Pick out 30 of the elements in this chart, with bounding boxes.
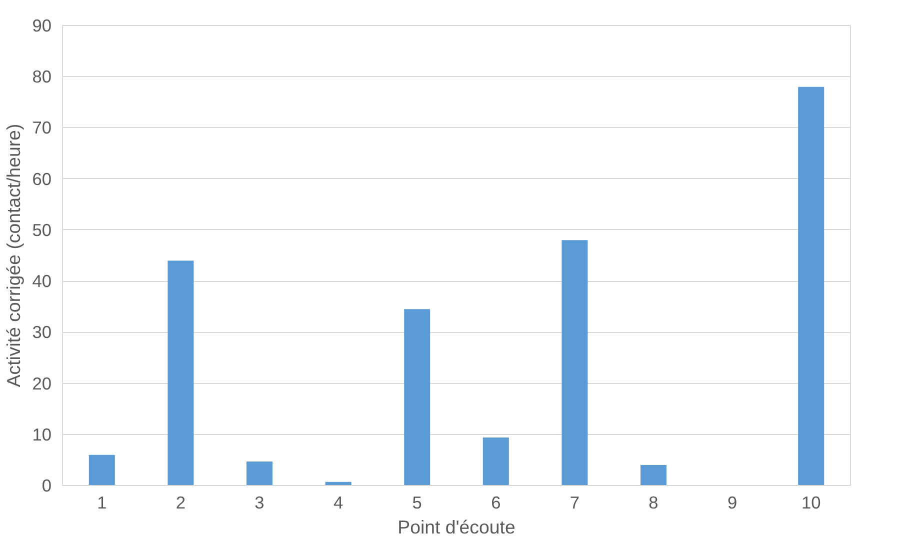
x-tick-label: 7	[570, 492, 580, 512]
bar	[482, 437, 509, 486]
y-tick-label: 10	[32, 424, 52, 444]
bar	[798, 86, 824, 486]
y-tick-label: 30	[32, 322, 52, 342]
bar	[404, 309, 430, 486]
bar	[88, 454, 115, 486]
x-tick-label: 8	[648, 492, 658, 512]
bar	[168, 260, 194, 486]
bar	[246, 461, 272, 486]
bar	[562, 240, 588, 486]
x-tick-label: 1	[97, 492, 107, 512]
x-tick-label: 5	[412, 492, 422, 512]
bar	[640, 465, 666, 486]
y-axis-title: Activité corrigée (contact/heure)	[3, 124, 24, 388]
x-axis-title: Point d'écoute	[398, 516, 516, 538]
x-tick-label: 10	[801, 492, 821, 512]
y-tick-label: 60	[32, 168, 52, 189]
x-tick-label: 6	[491, 492, 501, 512]
y-tick-label: 20	[32, 373, 52, 394]
x-tick-label: 2	[176, 492, 186, 512]
y-tick-label: 90	[32, 16, 52, 36]
y-tick-label: 80	[32, 66, 52, 87]
y-tick-label: 70	[32, 118, 52, 138]
y-tick-label: 50	[32, 220, 52, 240]
x-tick-label: 4	[333, 492, 344, 512]
x-tick-label: 3	[254, 492, 264, 512]
x-tick-label: 9	[727, 492, 738, 512]
y-tick-label: 0	[42, 476, 52, 496]
y-tick-label: 40	[32, 271, 52, 292]
